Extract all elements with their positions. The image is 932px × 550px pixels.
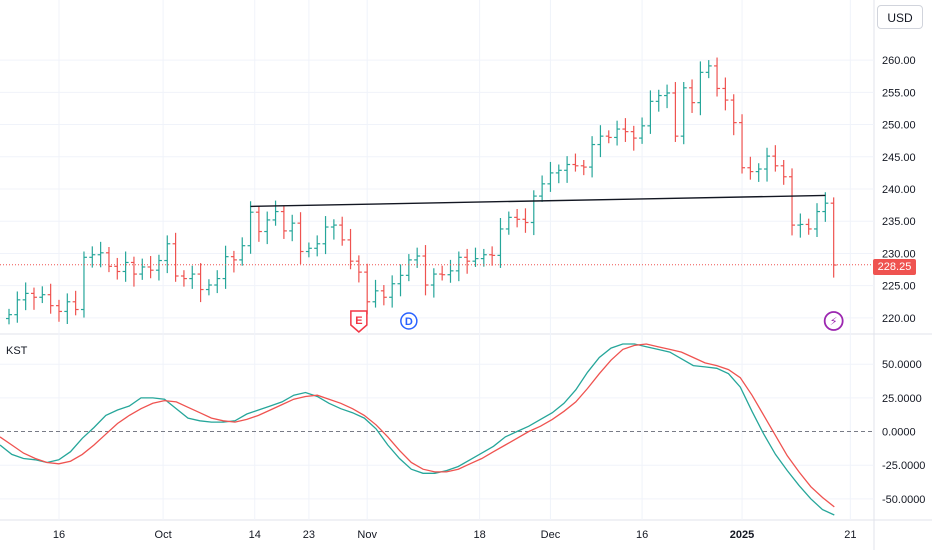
price-tick-label: 230.00 xyxy=(882,248,916,260)
kst-tick-label: 0.0000 xyxy=(882,427,916,439)
price-tick-label: 250.00 xyxy=(882,120,916,132)
earnings-marker-label: E xyxy=(355,315,362,327)
price-tick-label: 260.00 xyxy=(882,55,916,67)
time-tick-label: 16 xyxy=(636,529,648,541)
price-tick-label: 255.00 xyxy=(882,87,916,99)
kst-tick-label: -50.0000 xyxy=(882,494,925,506)
time-tick-label: Oct xyxy=(155,529,172,541)
price-tick-label: 240.00 xyxy=(882,184,916,196)
kst-signal-line xyxy=(0,343,835,508)
kst-tick-label: -25.0000 xyxy=(882,460,925,472)
price-tick-label: 245.00 xyxy=(882,152,916,164)
price-tick-label: 220.00 xyxy=(882,313,916,325)
lightning-icon: ⚡ xyxy=(830,315,838,328)
time-tick-label: 14 xyxy=(249,529,261,541)
kst-tick-label: 50.0000 xyxy=(882,359,922,371)
dividend-marker-label: D xyxy=(405,316,413,328)
price-tick-label: 225.00 xyxy=(882,281,916,293)
kst-line xyxy=(0,343,835,516)
trendline xyxy=(250,194,826,208)
time-tick-label: 16 xyxy=(53,529,65,541)
time-tick-label: 2025 xyxy=(730,529,754,541)
last-price-label: 228.25 xyxy=(873,259,916,275)
time-tick-label: 18 xyxy=(474,529,486,541)
kst-tick-label: 25.0000 xyxy=(882,393,922,405)
time-tick-label: Dec xyxy=(541,529,561,541)
dividend-marker xyxy=(400,312,418,330)
earnings-marker xyxy=(350,310,368,333)
currency-button[interactable]: USD xyxy=(877,5,923,29)
time-tick-label: 23 xyxy=(303,529,315,541)
price-tick-label: 235.00 xyxy=(882,216,916,228)
news-marker xyxy=(823,311,844,331)
indicator-label: KST xyxy=(6,345,28,357)
time-tick-label: Nov xyxy=(357,529,377,541)
time-tick-label: 21 xyxy=(844,529,856,541)
